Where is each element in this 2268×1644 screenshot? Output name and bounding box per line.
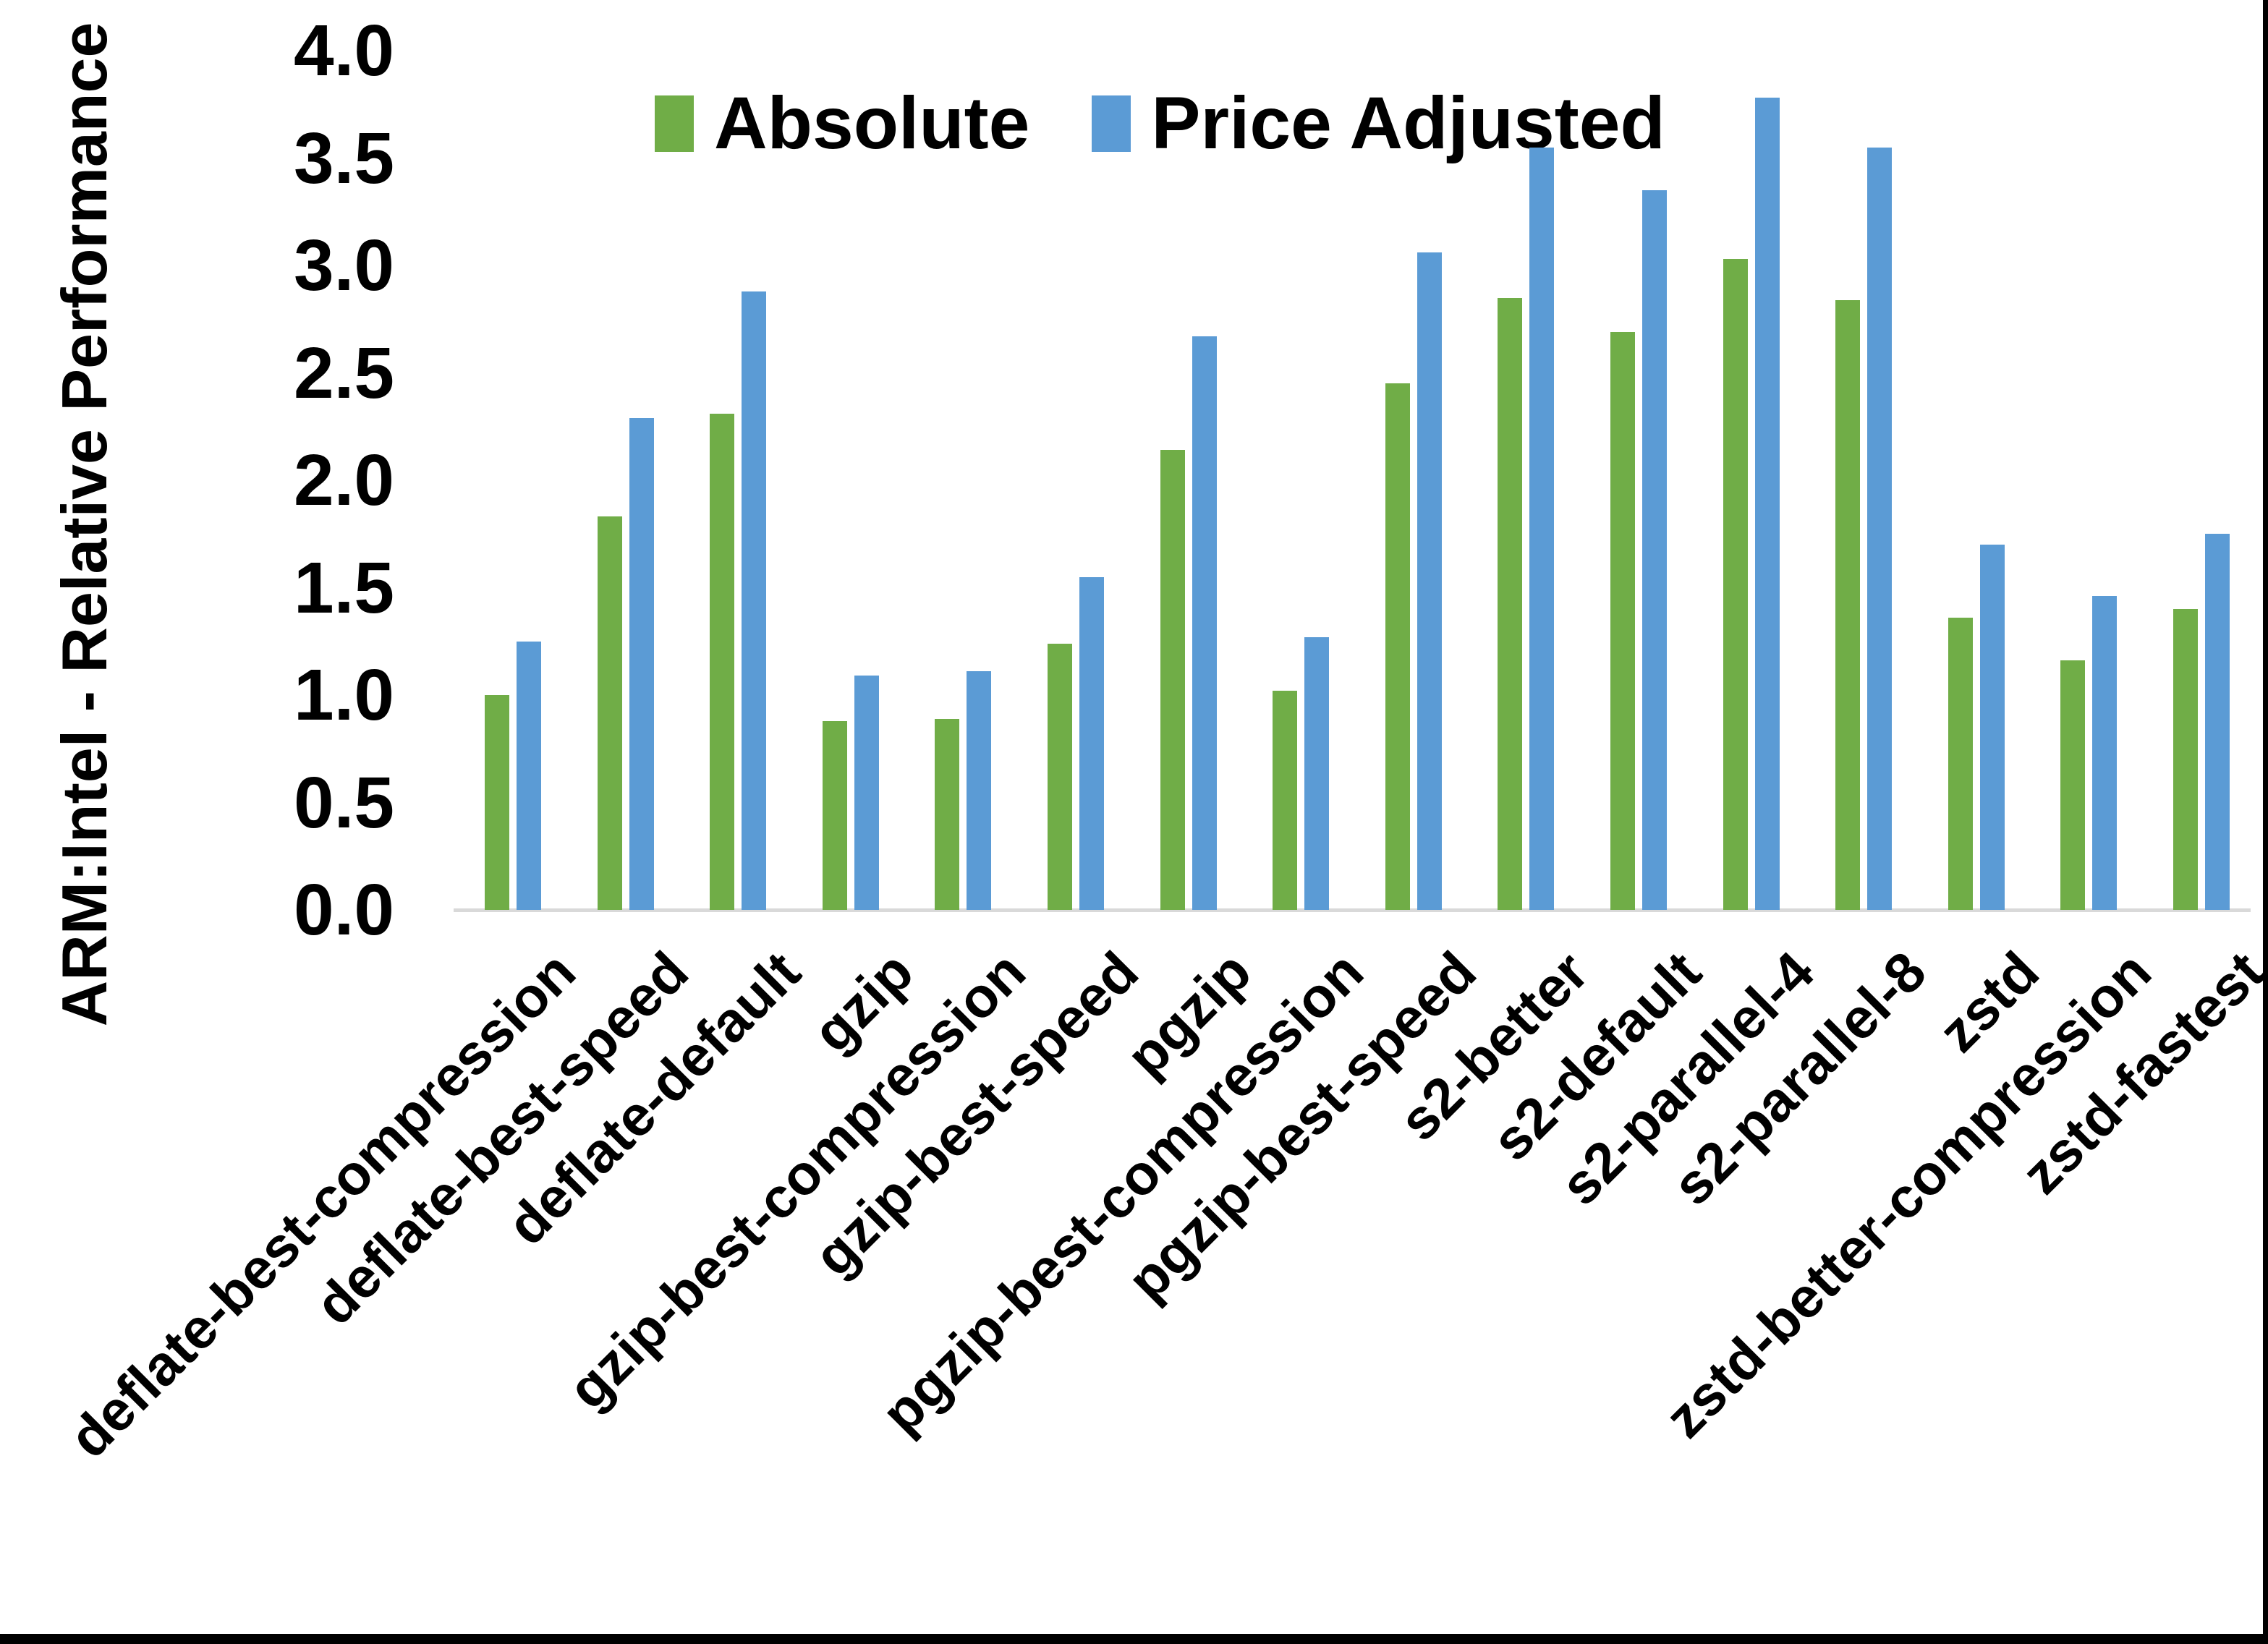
y-tick-label-1.5: 1.5 [293, 547, 394, 629]
bar-absolute-deflate-default [710, 414, 734, 910]
bar-absolute-deflate-best-compression [485, 695, 509, 910]
bar-price-adjusted-pgzip [1192, 336, 1217, 910]
y-tick-label-0.5: 0.5 [293, 762, 394, 843]
y-tick-label-4.0: 4.0 [293, 10, 394, 91]
bar-price-adjusted-gzip-best-compression [967, 671, 991, 910]
bar-absolute-s2-parallel-4 [1723, 259, 1748, 910]
x-axis-line [454, 908, 2251, 912]
bar-absolute-pgzip [1160, 450, 1185, 910]
bar-price-adjusted-gzip [854, 676, 879, 910]
y-tick-label-1.0: 1.0 [293, 655, 394, 736]
y-tick-label-2.5: 2.5 [293, 332, 394, 414]
y-axis-title: ARM:Intel - Relative Performance [48, 22, 120, 1027]
bar-price-adjusted-deflate-best-speed [629, 418, 654, 910]
legend-label-absolute: Absolute [714, 82, 1030, 164]
y-tick-label-3.5: 3.5 [293, 117, 394, 199]
legend-swatch-price-adjusted [1092, 95, 1131, 152]
bar-absolute-zstd-better-compression [2060, 660, 2085, 910]
bar-absolute-zstd-fastest [2173, 609, 2198, 910]
bar-absolute-gzip-best-compression [935, 719, 959, 910]
bar-absolute-pgzip-best-compression [1273, 691, 1297, 910]
bar-absolute-zstd [1948, 618, 1973, 910]
y-tick-label-2.0: 2.0 [293, 440, 394, 521]
bar-absolute-gzip-best-speed [1048, 644, 1072, 910]
bar-absolute-pgzip-best-speed [1385, 383, 1410, 910]
bar-price-adjusted-pgzip-best-speed [1417, 252, 1442, 910]
bar-absolute-gzip [823, 721, 847, 910]
bar-price-adjusted-zstd-fastest [2205, 534, 2230, 910]
bar-price-adjusted-deflate-best-compression [517, 642, 541, 910]
bar-price-adjusted-s2-parallel-4 [1755, 98, 1780, 910]
bar-price-adjusted-s2-better [1529, 148, 1554, 910]
bar-absolute-s2-parallel-8 [1835, 300, 1860, 910]
bar-price-adjusted-zstd [1980, 545, 2005, 910]
bar-price-adjusted-s2-default [1642, 190, 1667, 910]
legend-label-price-adjusted: Price Adjusted [1151, 82, 1665, 164]
bar-price-adjusted-s2-parallel-8 [1867, 148, 1892, 910]
bar-absolute-s2-default [1610, 332, 1635, 910]
bar-price-adjusted-zstd-better-compression [2092, 596, 2117, 910]
legend-swatch-absolute [655, 95, 694, 152]
bar-price-adjusted-deflate-default [742, 291, 766, 910]
frame-border-bottom [0, 1634, 2268, 1644]
y-tick-label-0.0: 0.0 [293, 869, 394, 950]
bar-price-adjusted-gzip-best-speed [1079, 577, 1104, 910]
frame-border-right [2263, 0, 2268, 1644]
legend: Absolute Price Adjusted [655, 81, 1665, 166]
bar-price-adjusted-pgzip-best-compression [1304, 637, 1329, 910]
bar-absolute-s2-better [1498, 298, 1522, 910]
y-tick-label-3.0: 3.0 [293, 225, 394, 306]
bar-absolute-deflate-best-speed [598, 516, 622, 910]
